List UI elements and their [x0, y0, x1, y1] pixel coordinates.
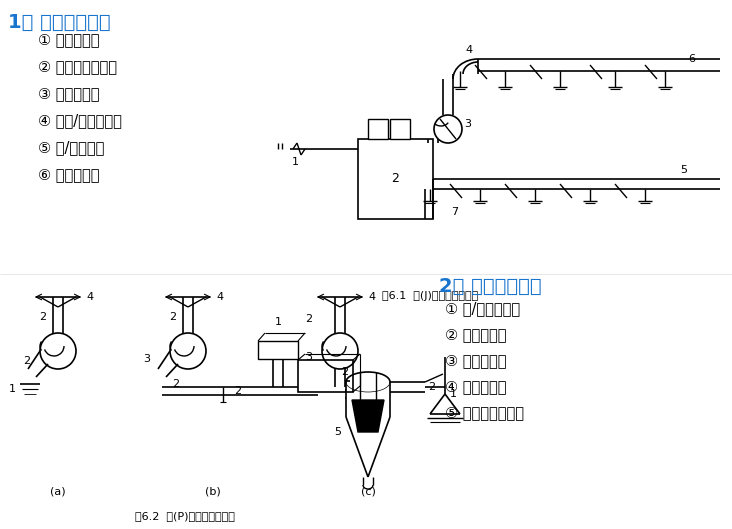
Text: 1: 1: [9, 384, 16, 394]
Bar: [258, 341, 298, 359]
Text: 1: 1: [450, 389, 457, 399]
Text: 3: 3: [143, 354, 150, 364]
Text: 图6.2  排(P)风系统组成示意: 图6.2 排(P)风系统组成示意: [135, 511, 235, 521]
Text: 3: 3: [305, 352, 312, 362]
Text: ④ 送风/回风管道；: ④ 送风/回风管道；: [38, 113, 122, 128]
Text: 2: 2: [341, 367, 348, 377]
Bar: [368, 119, 388, 139]
Text: 2: 2: [169, 312, 176, 322]
Text: 6: 6: [688, 54, 695, 64]
Text: 2: 2: [392, 172, 400, 186]
Text: 2: 2: [234, 386, 242, 396]
Text: 5: 5: [680, 165, 687, 175]
Text: 2: 2: [428, 382, 435, 392]
Text: ⑤ 其它管道部件。: ⑤ 其它管道部件。: [445, 405, 524, 420]
Text: 4: 4: [86, 292, 93, 302]
Text: ③ 送风机械；: ③ 送风机械；: [38, 86, 100, 101]
Text: ① 进风装置；: ① 进风装置；: [38, 32, 100, 47]
Text: 7: 7: [452, 207, 458, 217]
Text: 2: 2: [23, 356, 30, 366]
Text: ④ 净化装置；: ④ 净化装置；: [445, 379, 507, 394]
Text: 1: 1: [291, 157, 299, 167]
Text: (c): (c): [361, 487, 376, 497]
Text: ① 排/吸风装置；: ① 排/吸风装置；: [445, 301, 520, 316]
Text: 1） 送风系统组成: 1） 送风系统组成: [8, 13, 111, 32]
Text: ⑥ 管道部件；: ⑥ 管道部件；: [38, 167, 100, 182]
Bar: [390, 119, 410, 139]
Text: 1: 1: [274, 317, 282, 327]
Text: (b): (b): [205, 487, 221, 497]
Text: 5: 5: [334, 427, 341, 437]
Text: (a): (a): [51, 487, 66, 497]
Text: 图6.1  送(J)风系统组成示意: 图6.1 送(J)风系统组成示意: [382, 291, 478, 301]
Polygon shape: [352, 400, 384, 432]
Bar: [358, 139, 433, 219]
Text: ② 排风管道；: ② 排风管道；: [445, 327, 507, 342]
Text: 2: 2: [305, 314, 312, 324]
Text: ⑤ 送/回风口；: ⑤ 送/回风口；: [38, 140, 105, 155]
Text: ③ 排风设备；: ③ 排风设备；: [445, 353, 507, 368]
Text: 2） 排风系统组成: 2） 排风系统组成: [438, 277, 541, 296]
Bar: [298, 360, 353, 392]
Text: 4: 4: [466, 45, 473, 55]
Text: 3: 3: [464, 119, 471, 129]
Text: 4: 4: [216, 292, 223, 302]
Text: 4: 4: [368, 292, 375, 302]
Text: 2: 2: [39, 312, 46, 322]
Text: 2: 2: [173, 379, 179, 389]
Text: ② 空气处理装置；: ② 空气处理装置；: [38, 59, 117, 74]
